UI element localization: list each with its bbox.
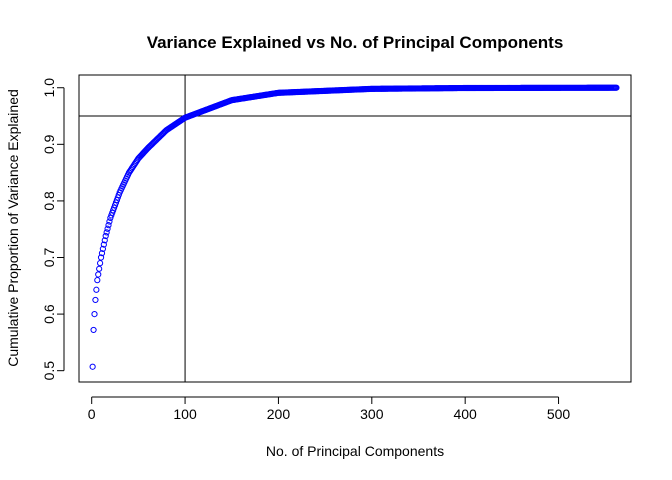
data-points: [89, 84, 620, 370]
data-point: [100, 241, 107, 248]
x-tick-label: 500: [547, 406, 571, 422]
data-point: [90, 326, 97, 334]
data-point: [104, 225, 111, 232]
data-point: [92, 296, 99, 304]
chart-title: Variance Explained vs No. of Principal C…: [147, 33, 564, 52]
y-tick-label: 1.0: [41, 78, 57, 98]
data-point: [103, 229, 110, 236]
y-tick-label: 0.6: [41, 304, 57, 324]
x-tick-label: 0: [88, 406, 96, 422]
data-point: [613, 84, 620, 91]
y-tick-label: 0.7: [41, 248, 57, 268]
x-tick-label: 400: [453, 406, 477, 422]
data-point: [91, 310, 98, 318]
data-point: [97, 254, 105, 261]
y-tick-label: 0.9: [41, 134, 57, 154]
data-point: [99, 245, 107, 253]
data-point: [96, 265, 103, 272]
data-point: [89, 363, 96, 370]
data-point: [106, 218, 113, 225]
y-tick-label: 0.5: [41, 361, 57, 381]
data-point: [93, 286, 100, 293]
y-axis-label: Cumulative Proportion of Variance Explai…: [5, 89, 21, 367]
x-tick-label: 200: [267, 406, 291, 422]
x-axis: 0 100 200 300 400 500: [88, 396, 571, 422]
y-tick-label: 0.8: [41, 191, 57, 211]
data-point: [98, 250, 106, 257]
x-axis-label: No. of Principal Components: [266, 443, 444, 459]
data-point: [102, 232, 109, 240]
data-point: [105, 222, 112, 229]
y-axis: 0.5 0.6 0.7 0.8 0.9 1.0: [41, 78, 65, 381]
plot-box: [78, 74, 632, 383]
data-point: [95, 271, 102, 278]
data-point: [101, 237, 108, 244]
data-point: [94, 277, 101, 284]
x-tick-label: 100: [173, 406, 197, 422]
x-tick-label: 300: [360, 406, 384, 422]
reference-lines: [79, 75, 631, 382]
data-point: [97, 260, 104, 267]
